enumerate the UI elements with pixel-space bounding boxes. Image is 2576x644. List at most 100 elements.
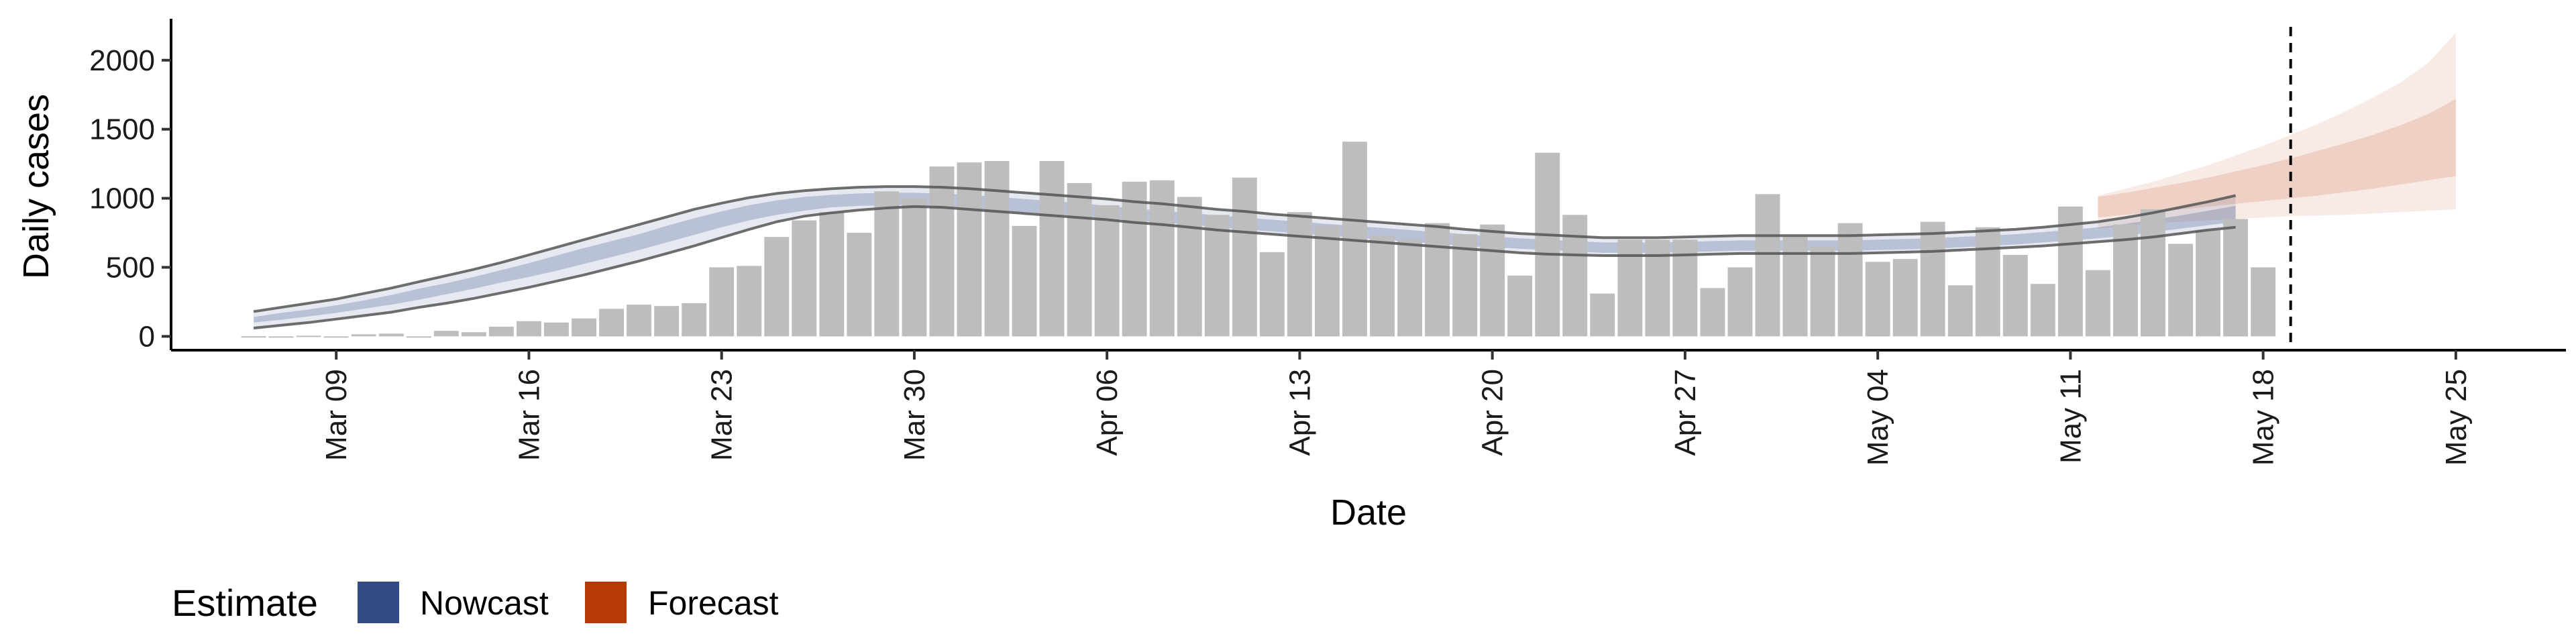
case-bar <box>682 303 707 337</box>
y-ticks: 0 500 1000 1500 2000 <box>89 44 171 353</box>
case-bar <box>2057 206 2083 337</box>
case-bar <box>2251 267 2276 337</box>
case-bar <box>1590 293 1615 337</box>
case-bar <box>1975 227 2000 337</box>
y-tick-label: 0 <box>139 320 155 353</box>
case-bar <box>984 161 1010 337</box>
x-tick-label: May 11 <box>2054 369 2087 464</box>
case-bar <box>1865 262 1890 337</box>
legend-key-nowcast <box>358 582 399 623</box>
case-bar <box>1315 225 1340 337</box>
case-bar <box>2002 255 2028 337</box>
case-bar <box>1452 234 1478 337</box>
y-tick-label: 2000 <box>89 44 155 77</box>
case-bar <box>654 306 680 337</box>
case-bar <box>241 336 266 338</box>
case-bar <box>1892 259 1918 337</box>
case-bar <box>2030 284 2055 337</box>
case-bar <box>599 309 624 337</box>
y-tick-label: 500 <box>106 252 155 284</box>
nowcast-lower-line <box>253 205 2236 330</box>
case-bar <box>1370 235 1395 337</box>
case-bar <box>764 237 790 337</box>
case-bar <box>1425 223 1450 337</box>
x-tick-label: Mar 16 <box>513 369 545 461</box>
case-bar <box>351 334 376 337</box>
legend-title: Estimate <box>172 582 318 624</box>
forecast-inner-band <box>2098 99 2456 218</box>
case-bar <box>1562 215 1588 337</box>
case-bar <box>1177 197 1202 337</box>
case-bar <box>544 322 569 337</box>
case-bar <box>1122 181 1147 337</box>
case-bar <box>2168 244 2193 337</box>
case-bar <box>627 305 651 337</box>
case-bar <box>737 266 762 337</box>
case-bar <box>1507 275 1533 337</box>
nowcast-interval-lines <box>253 185 2237 330</box>
x-tick-label: Mar 23 <box>706 369 739 461</box>
y-tick-label: 1500 <box>89 113 155 146</box>
nowcast-outer-band <box>254 186 2236 329</box>
case-bar <box>406 336 431 338</box>
case-bar <box>572 318 596 337</box>
case-bar <box>461 332 486 337</box>
case-bar <box>1232 177 1257 337</box>
case-bar <box>1810 246 1835 337</box>
case-bar <box>1067 182 1092 337</box>
case-bar <box>1287 212 1312 337</box>
case-bar <box>2223 219 2248 337</box>
y-axis-title: Daily cases <box>16 94 56 279</box>
case-bar <box>1837 223 1863 337</box>
x-ticks: Mar 09 Mar 16 Mar 23 Mar 30 Apr 06 Apr 13 Apr … <box>320 350 2473 466</box>
case-bar <box>1617 239 1643 337</box>
case-bar <box>1727 267 1753 337</box>
case-bar <box>1149 180 1175 337</box>
case-bar <box>296 335 321 337</box>
case-bar <box>1947 285 1973 337</box>
case-bar <box>2113 224 2138 337</box>
legend: Estimate Nowcast Forecast <box>172 582 779 624</box>
x-tick-label: Apr 20 <box>1477 369 1509 456</box>
axes <box>170 19 2566 352</box>
case-bar <box>1039 161 1065 337</box>
x-tick-label: May 04 <box>1862 369 1894 466</box>
y-tick-label: 1000 <box>89 182 155 215</box>
case-bar <box>1920 221 1945 337</box>
x-tick-label: May 25 <box>2440 369 2473 466</box>
case-bar <box>2196 229 2220 337</box>
case-bar <box>819 212 845 337</box>
nowcast-upper-line <box>253 185 2237 313</box>
x-tick-label: Mar 30 <box>898 369 931 461</box>
x-tick-label: Mar 09 <box>320 369 353 461</box>
x-tick-label: May 18 <box>2247 369 2280 466</box>
case-bar <box>874 191 900 337</box>
x-tick-label: Apr 06 <box>1091 369 1124 456</box>
case-bar <box>1782 237 1808 337</box>
case-bar <box>1094 205 1120 337</box>
case-bar <box>517 321 541 337</box>
case-bar <box>1397 239 1422 337</box>
case-bar <box>378 333 404 337</box>
case-bar <box>268 336 294 338</box>
case-bar <box>1535 152 1560 337</box>
case-bar <box>1700 288 1725 337</box>
x-tick-label: Apr 27 <box>1669 369 1702 456</box>
legend-label-forecast: Forecast <box>648 584 779 622</box>
case-bar <box>323 336 349 338</box>
case-bar <box>792 220 817 337</box>
case-bar <box>929 166 955 337</box>
case-bar <box>433 331 459 337</box>
case-bar <box>1204 215 1230 337</box>
case-bar <box>1259 252 1285 337</box>
x-tick-label: Apr 13 <box>1283 369 1316 456</box>
forecast-outer-band <box>2098 32 2456 229</box>
case-bar <box>1012 225 1037 337</box>
legend-label-nowcast: Nowcast <box>420 584 549 622</box>
legend-key-forecast <box>585 582 627 623</box>
case-bar <box>902 198 927 337</box>
forecast-bands <box>2098 32 2456 229</box>
case-bar <box>488 327 514 337</box>
case-bar <box>847 233 872 337</box>
